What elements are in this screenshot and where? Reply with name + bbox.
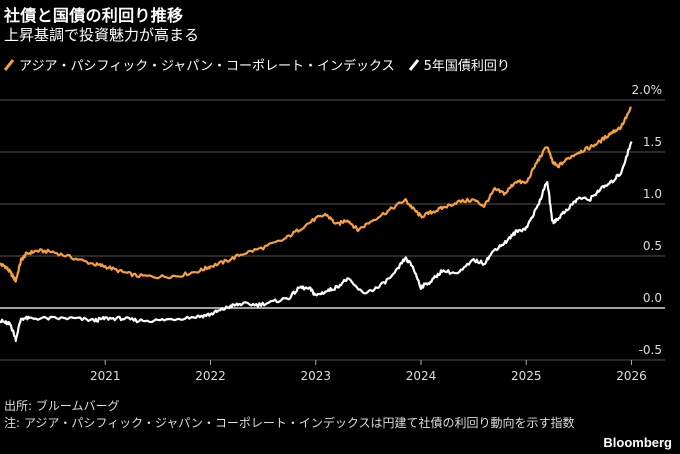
x-tick-label-4: 2025	[511, 369, 542, 383]
y-tick-label-0: 2.0%	[632, 83, 663, 97]
legend-item-jgb: 5年国債利回り	[408, 55, 510, 74]
y-tick-label-4: 0.0	[643, 291, 662, 305]
x-tick-label-2: 2023	[300, 369, 331, 383]
legend-item-corporate: アジア・パシフィック・ジャパン・コーポレート・インデックス	[4, 55, 395, 74]
y-tick-label-1: 1.5	[643, 135, 662, 149]
x-tick-label-1: 2022	[195, 369, 226, 383]
y-tick-label-2: 1.0	[643, 187, 662, 201]
legend-label-jgb: 5年国債利回り	[423, 59, 510, 74]
source-note: 出所: ブルームバーグ	[4, 399, 120, 413]
chart-subtitle: 上昇基調で投資魅力が高まる	[4, 26, 200, 44]
legend-label-corporate: アジア・パシフィック・ジャパン・コーポレート・インデックス	[19, 59, 395, 74]
series-line-1	[0, 141, 633, 343]
x-tick-label-0: 2021	[90, 369, 121, 383]
footer: 出所: ブルームバーグ 注: アジア・パシフィック・ジャパン・コーポレート・イン…	[4, 398, 614, 432]
x-tick-label-3: 2024	[406, 369, 437, 383]
chart-title: 社債と国債の利回り推移	[4, 6, 184, 25]
bloomberg-logo: Bloomberg	[603, 435, 672, 450]
legend: アジア・パシフィック・ジャパン・コーポレート・インデックス 5年国債利回り	[4, 55, 524, 74]
index-note: 注: アジア・パシフィック・ジャパン・コーポレート・インデックスは円建て社債の利…	[4, 416, 575, 430]
series-line-0	[0, 106, 632, 283]
x-tick-label-5: 2026	[616, 369, 647, 383]
legend-swatch-jgb	[408, 58, 419, 71]
legend-swatch-corporate	[4, 58, 14, 71]
y-tick-label-3: 0.5	[643, 239, 662, 253]
y-tick-label-5: -0.5	[639, 343, 662, 357]
